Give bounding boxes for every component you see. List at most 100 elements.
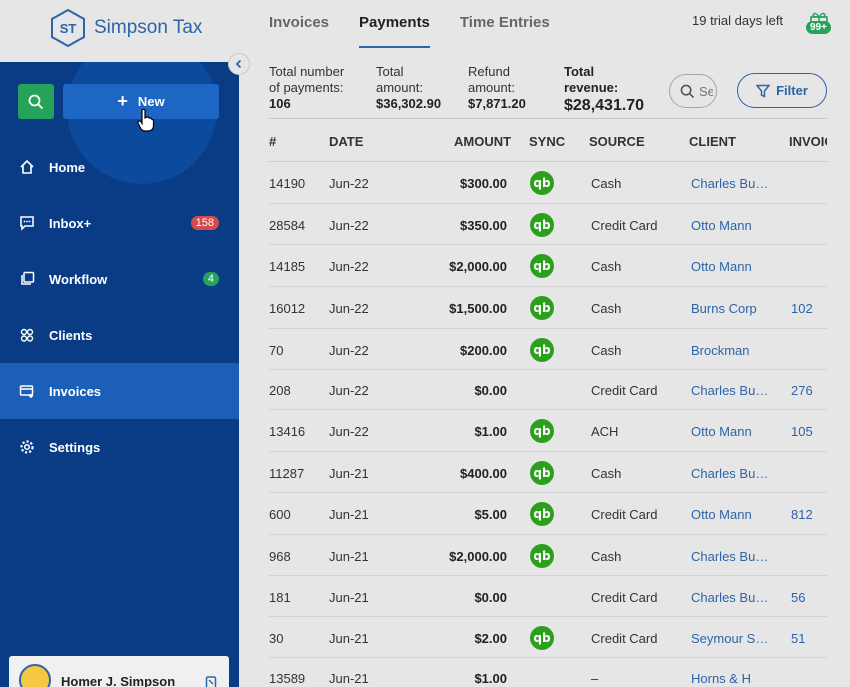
filter-icon (756, 84, 771, 98)
chat-icon (18, 214, 36, 232)
payment-amount: $5.00 (474, 507, 507, 522)
chevron-left-icon (235, 59, 242, 69)
quickbooks-sync-icon: qb (530, 461, 554, 485)
payment-number: 968 (269, 549, 291, 564)
summary-label: Total (564, 64, 595, 79)
new-button-label: New (137, 94, 165, 109)
column-header-amount[interactable]: AMOUNT (454, 134, 512, 149)
table-row[interactable]: 70 Jun-22 $200.00 Cash Brockman qb (269, 329, 827, 370)
payment-amount: $400.00 (460, 466, 507, 481)
quickbooks-sync-icon: qb (530, 254, 554, 278)
quickbooks-sync-icon: qb (530, 502, 554, 526)
payment-number: 14190 (269, 176, 306, 191)
payment-amount: $200.00 (460, 343, 507, 358)
payment-date: Jun-22 (329, 301, 369, 316)
user-card[interactable]: Homer J. Simpson (9, 656, 229, 687)
tab-time-entries[interactable]: Time Entries (459, 14, 550, 31)
payment-amount: $0.00 (474, 383, 507, 398)
mobile-device-icon[interactable] (205, 676, 217, 687)
table-row[interactable]: 16012 Jun-22 $1,500.00 Cash Burns Corp 102 qb (269, 287, 827, 329)
client-link[interactable]: Seymour Skinner (691, 631, 771, 646)
trial-days-text[interactable]: 19 trial days left (692, 13, 784, 28)
client-link[interactable]: Charles Burns (691, 549, 771, 564)
sidebar-item-label: Clients (49, 327, 93, 343)
gear-icon (18, 438, 36, 456)
table-row[interactable]: 13416 Jun-22 $1.00 ACH Otto Mann 105 qb (269, 410, 827, 452)
search-icon (28, 94, 44, 109)
client-link[interactable]: Charles Burns (691, 176, 771, 191)
svg-text:ST: ST (60, 21, 77, 36)
filter-button[interactable]: Filter (737, 73, 827, 108)
invoice-link[interactable]: 812 (791, 507, 813, 522)
payment-amount: $0.00 (474, 590, 507, 605)
user-name: Homer J. Simpson (61, 674, 176, 687)
table-row[interactable]: 968 Jun-21 $2,000.00 Cash Charles Burns qb (269, 535, 827, 576)
search-input[interactable] (699, 83, 713, 99)
sidebar-item-inbox[interactable]: Inbox+ 158 (0, 195, 239, 251)
table-row[interactable]: 13589 Jun-21 $1.00 – Horns & H (269, 658, 827, 687)
client-link[interactable]: Charles Burns (691, 590, 771, 605)
brand-name: Simpson Tax (94, 17, 203, 38)
client-link[interactable]: Otto Mann (691, 507, 752, 522)
client-link[interactable]: Burns Corp (691, 301, 757, 316)
invoice-link[interactable]: 102 (791, 301, 813, 316)
avatar (19, 664, 51, 687)
new-button[interactable]: + New (63, 84, 219, 119)
sidebar-item-invoices[interactable]: Invoices (0, 363, 239, 419)
column-header-client[interactable]: CLIENT (689, 134, 736, 149)
table-row[interactable]: 600 Jun-21 $5.00 Credit Card Otto Mann 812 qb (269, 493, 827, 535)
payments-search[interactable] (669, 74, 717, 108)
payment-number: 181 (269, 590, 291, 605)
sidebar-item-workflow[interactable]: Workflow 4 (0, 251, 239, 307)
client-link[interactable]: Otto Mann (691, 259, 752, 274)
payment-date: Jun-22 (329, 218, 369, 233)
table-row[interactable]: 14185 Jun-22 $2,000.00 Cash Otto Mann qb (269, 245, 827, 287)
summary-value: $36,302.90 (376, 96, 442, 111)
client-link[interactable]: Otto Mann (691, 424, 752, 439)
sidebar-item-home[interactable]: Home (0, 139, 239, 195)
payment-date: Jun-22 (329, 424, 369, 439)
client-link[interactable]: Charles Burns (691, 466, 771, 481)
table-row[interactable]: 208 Jun-22 $0.00 Credit Card Charles Burns 27… (269, 370, 827, 410)
client-link[interactable]: Horns & H (691, 671, 751, 686)
table-header: # DATE AMOUNT SYNC SOURCE CLIENT INVOICE (269, 122, 827, 162)
quickbooks-sync-icon: qb (530, 544, 554, 568)
table-row[interactable]: 11287 Jun-21 $400.00 Cash Charles Burns qb (269, 452, 827, 493)
sidebar-item-label: Invoices (49, 383, 102, 399)
invoice-link[interactable]: 105 (791, 424, 813, 439)
summary-value: $7,871.20 (468, 96, 526, 111)
client-link[interactable]: Charles Burns (691, 383, 771, 398)
table-row[interactable]: 30 Jun-21 $2.00 Credit Card Seymour Skinner 5… (269, 617, 827, 658)
payment-amount: $1.00 (474, 424, 507, 439)
column-header-sync[interactable]: SYNC (529, 134, 566, 149)
payment-number: 30 (269, 631, 284, 646)
column-header-invoice[interactable]: INVOICE (789, 134, 827, 149)
collapse-sidebar-button[interactable] (228, 53, 250, 75)
payment-amount: $2,000.00 (449, 549, 507, 564)
summary-label: revenue: (564, 80, 619, 95)
summary-value: 106 (269, 96, 291, 111)
payment-source: Credit Card (591, 507, 658, 522)
client-link[interactable]: Otto Mann (691, 218, 752, 233)
summary-label: Total number (269, 64, 345, 79)
invoice-link[interactable]: 56 (791, 590, 806, 605)
column-header-date[interactable]: DATE (329, 134, 364, 149)
table-row[interactable]: 181 Jun-21 $0.00 Credit Card Charles Burns 56 (269, 576, 827, 617)
home-icon (18, 158, 36, 176)
client-link[interactable]: Brockman (691, 343, 750, 358)
logo[interactable]: ST Simpson Tax (50, 8, 202, 48)
summary-value: $28,431.70 (564, 97, 645, 114)
column-header-source[interactable]: SOURCE (589, 134, 645, 149)
tab-payments[interactable]: Payments (359, 0, 430, 48)
table-row[interactable]: 28584 Jun-22 $350.00 Credit Card Otto Mann qb (269, 204, 827, 245)
logo-hexagon-icon: ST (51, 8, 85, 48)
column-header-number[interactable]: # (269, 134, 277, 149)
sidebar-search-button[interactable] (18, 84, 54, 119)
payment-number: 13416 (269, 424, 306, 439)
invoice-link[interactable]: 51 (791, 631, 806, 646)
tab-invoices[interactable]: Invoices (269, 14, 330, 31)
sidebar-item-settings[interactable]: Settings (0, 419, 239, 475)
sidebar-item-clients[interactable]: Clients (0, 307, 239, 363)
invoice-link[interactable]: 276 (791, 383, 813, 398)
table-row[interactable]: 14190 Jun-22 $300.00 Cash Charles Burns qb (269, 162, 827, 204)
